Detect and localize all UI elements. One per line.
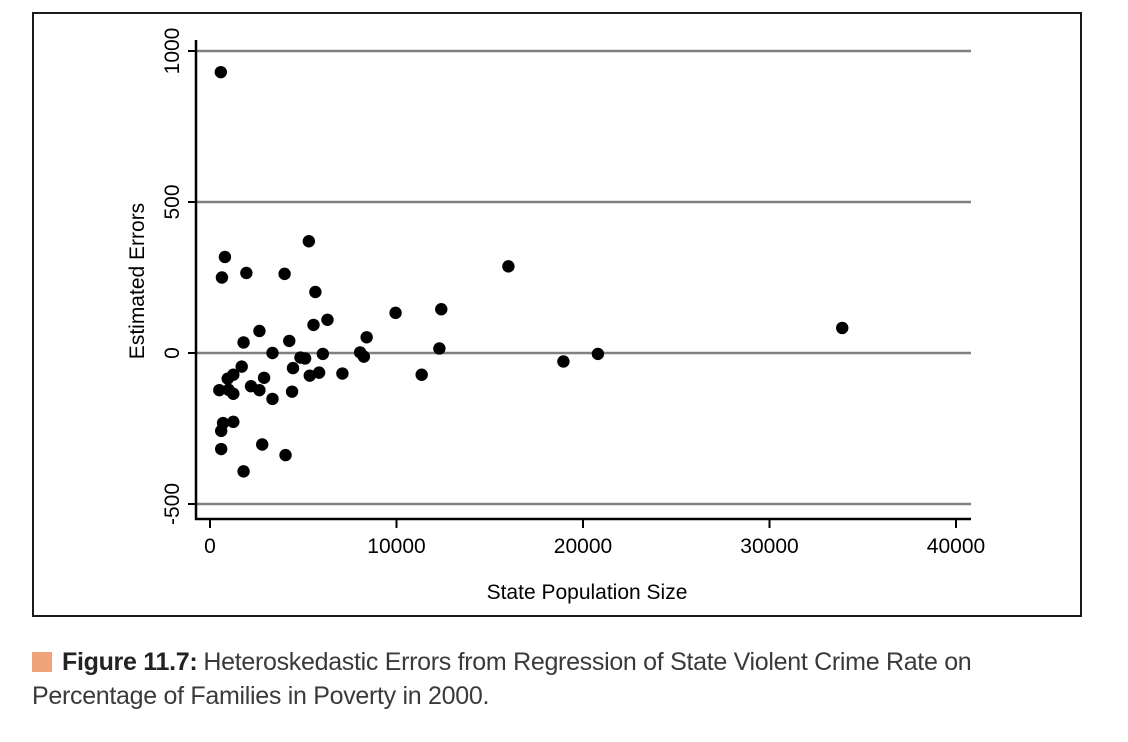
data-point [357,350,371,363]
data-point [237,465,250,478]
data-point [307,318,320,332]
x-tick-label: 0 [204,535,216,558]
data-point [836,321,849,335]
data-point [240,266,253,280]
data-point [278,267,291,281]
data-point [253,383,266,397]
data-point [237,336,250,349]
data-point [253,324,266,338]
data-point [502,260,515,273]
data-point [360,331,373,344]
data-point [221,372,234,385]
y-tick-label: -500 [161,483,184,525]
figure-frame [32,12,1082,617]
data-point [286,361,300,375]
data-point [227,415,240,429]
figure-caption: Figure 11.7: Heteroskedastic Errors from … [32,645,1092,713]
x-tick-label: 10000 [367,535,425,558]
data-point [316,347,330,361]
data-point [298,352,312,365]
data-point [214,442,228,456]
x-tick-label: 40000 [927,535,985,558]
axes [194,40,971,521]
data-point [266,392,279,406]
data-point [557,355,570,368]
data-point [215,271,229,284]
data-point [214,424,228,438]
grid-lines [196,49,971,506]
data-point [591,347,605,361]
data-point [285,385,299,398]
data-point [415,368,428,381]
data-point [213,383,226,397]
data-point [235,360,248,373]
data-point [389,306,402,320]
data-point [321,313,334,326]
data-point [302,235,316,248]
data-point [309,285,322,299]
x-tick-label: 30000 [740,535,798,558]
data-point [433,342,446,355]
y-axis-title: Estimated Errors [126,203,149,359]
caption-text: Heteroskedastic Errors from Regression o… [32,648,972,710]
data-point [303,369,316,382]
data-point [279,448,292,462]
data-point [257,371,271,384]
y-tick-label: 0 [161,347,184,359]
x-tick-label: 20000 [554,535,612,558]
caption-marker-icon [32,652,52,672]
y-tick-label: 1000 [161,28,184,75]
data-point [312,366,326,379]
data-point [336,367,349,380]
caption-label: Figure 11.7: [62,648,198,676]
data-point [256,438,269,451]
data-point [435,303,448,316]
y-tick-label: 500 [161,184,184,219]
data-point [218,250,232,264]
data-points [213,65,849,478]
x-axis-title: State Population Size [487,581,688,604]
data-point [283,334,296,348]
data-point [227,387,240,400]
data-point [214,65,228,79]
data-point [266,346,279,360]
